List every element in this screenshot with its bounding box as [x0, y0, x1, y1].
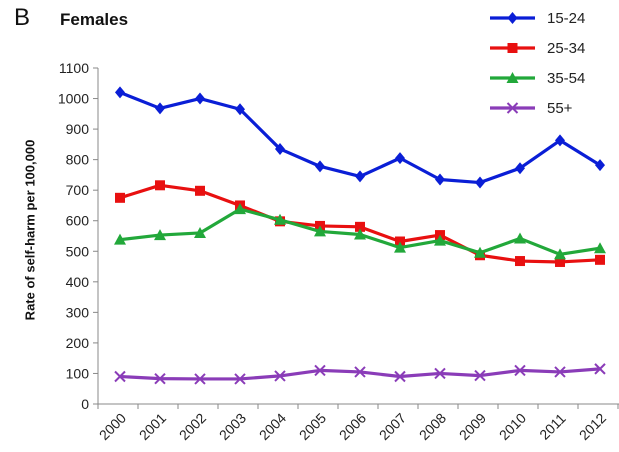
series-15-24	[115, 86, 605, 189]
data-point-x	[234, 373, 246, 385]
data-point-x	[554, 366, 566, 378]
y-tick-label: 100	[66, 365, 90, 381]
data-point-x	[194, 373, 206, 385]
data-point-diamond	[315, 160, 325, 173]
x-tick-label: 2000	[96, 410, 129, 443]
y-tick-label: 900	[66, 121, 90, 137]
x-tick-label: 2004	[256, 410, 289, 443]
data-point-x	[594, 363, 606, 375]
y-tick-label: 800	[66, 152, 90, 168]
data-point-diamond	[595, 159, 605, 172]
x-tick-label: 2001	[136, 410, 169, 443]
data-point-diamond	[515, 162, 525, 175]
x-tick-label: 2006	[336, 410, 369, 443]
data-point-diamond	[275, 142, 285, 155]
data-point-diamond	[195, 92, 205, 105]
data-point-triangle	[434, 234, 446, 246]
data-point-triangle	[114, 233, 126, 245]
data-point-x	[114, 370, 126, 383]
data-point-x	[274, 370, 286, 382]
legend-label: 55+	[547, 100, 573, 117]
data-point-x	[434, 367, 446, 380]
legend-entry: 35-54	[490, 70, 585, 87]
x-tick-label: 2008	[416, 410, 449, 443]
data-point-diamond	[555, 134, 565, 147]
legend-label: 35-54	[547, 70, 585, 87]
y-tick-label: 400	[66, 274, 90, 290]
data-point-diamond	[475, 176, 485, 189]
data-point-diamond	[355, 170, 365, 183]
y-tick-label: 500	[66, 243, 90, 259]
data-point-triangle	[274, 213, 286, 225]
data-point-x	[506, 102, 519, 114]
x-tick-label: 2010	[496, 410, 529, 443]
data-point-triangle	[394, 241, 406, 253]
panel-letter: B	[14, 4, 31, 31]
data-point-triangle	[514, 232, 526, 244]
data-point-triangle	[554, 248, 566, 260]
series-25-34	[115, 180, 605, 267]
y-tick-label: 300	[66, 304, 90, 320]
x-tick-label: 2012	[576, 410, 609, 443]
data-point-square	[595, 254, 605, 265]
y-tick-label: 200	[66, 335, 90, 351]
x-tick-label: 2003	[216, 410, 249, 443]
data-point-triangle	[194, 226, 206, 238]
y-tick-label: 0	[81, 396, 89, 412]
legend-label: 15-24	[547, 10, 585, 27]
data-point-triangle	[506, 72, 519, 83]
x-tick-label: 2005	[296, 410, 329, 443]
data-point-square	[507, 43, 518, 53]
data-point-square	[395, 236, 405, 247]
chart-title: Females	[60, 10, 129, 29]
legend-entry: 15-24	[490, 10, 585, 27]
data-point-square	[515, 256, 525, 267]
data-point-triangle	[354, 228, 366, 240]
data-point-diamond	[115, 86, 125, 99]
data-point-diamond	[435, 173, 445, 186]
y-tick-label: 1000	[58, 91, 89, 107]
x-tick-label: 2009	[456, 410, 489, 443]
data-point-x	[354, 366, 366, 378]
y-tick-label: 600	[66, 213, 90, 229]
x-tick-label: 2011	[536, 410, 569, 443]
data-point-diamond	[395, 152, 405, 165]
x-tick-label: 2002	[176, 410, 209, 443]
data-point-square	[115, 192, 125, 203]
y-tick-label: 1100	[59, 60, 89, 76]
data-point-diamond	[155, 102, 165, 115]
data-point-diamond	[235, 103, 245, 116]
x-tick-label: 2007	[376, 410, 409, 443]
data-point-x	[514, 364, 526, 377]
data-point-diamond	[507, 12, 518, 24]
series-line	[119, 367, 601, 381]
data-point-triangle	[154, 229, 166, 241]
data-point-triangle	[594, 242, 606, 254]
data-point-triangle	[314, 225, 326, 237]
data-point-x	[474, 369, 486, 382]
data-point-x	[314, 364, 326, 377]
series-35-54	[114, 203, 606, 260]
series-line	[119, 90, 601, 185]
y-tick-label: 700	[66, 182, 90, 198]
data-point-x	[394, 370, 406, 383]
legend-entry: 55+	[490, 100, 573, 117]
series-55+	[114, 363, 606, 385]
data-point-square	[555, 256, 565, 267]
data-point-triangle	[234, 203, 246, 215]
data-point-triangle	[474, 246, 486, 258]
data-point-square	[155, 180, 165, 191]
data-point-square	[355, 221, 365, 232]
data-point-x	[154, 372, 166, 385]
legend-entry: 25-34	[490, 40, 585, 57]
data-point-square	[195, 185, 205, 196]
legend-label: 25-34	[547, 40, 585, 57]
